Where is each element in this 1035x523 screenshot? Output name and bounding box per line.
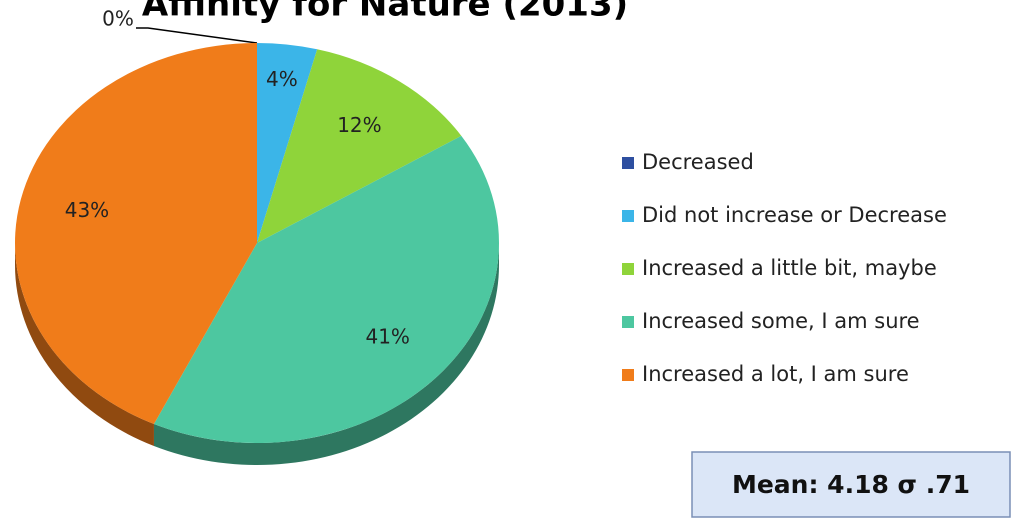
legend-swatch: [622, 263, 634, 275]
pie-side: [14, 243, 154, 446]
data-label: 43%: [65, 198, 109, 222]
legend-label: Increased some, I am sure: [642, 309, 920, 333]
pie-slice: [14, 42, 257, 424]
data-label: 0%: [102, 7, 134, 31]
legend-label: Decreased: [642, 150, 754, 174]
data-label: 4%: [266, 67, 298, 91]
leader-line: [136, 27, 258, 44]
legend-swatch: [622, 316, 634, 328]
legend-label: Increased a lot, I am sure: [642, 362, 909, 386]
chart-title: Affinity for Nature (2013): [142, 0, 628, 25]
annotation: Mean: 4.18 σ .71: [732, 470, 970, 499]
pie-side: [153, 243, 499, 466]
pie-slice: [153, 135, 499, 443]
legend-swatch: [622, 369, 634, 381]
pie-slice: [257, 43, 318, 243]
legend-swatch: [622, 157, 634, 169]
pie-slice: [257, 49, 462, 243]
annotation-box: [691, 451, 1011, 518]
data-label: 41%: [365, 325, 409, 349]
legend-label: Increased a little bit, maybe: [642, 256, 937, 280]
data-label: 12%: [337, 113, 381, 137]
legend-label: Did not increase or Decrease: [642, 203, 947, 227]
legend-swatch: [622, 210, 634, 222]
